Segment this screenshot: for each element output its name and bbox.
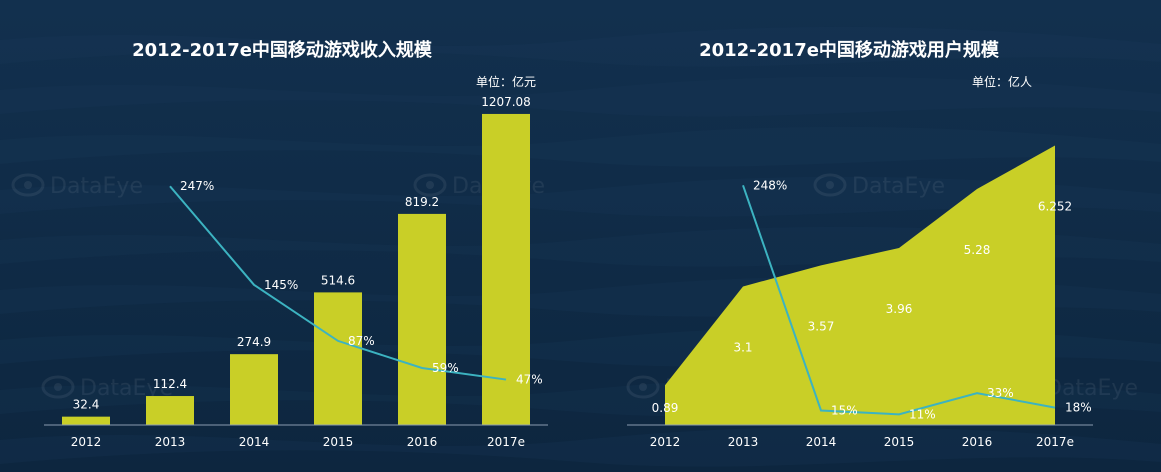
revenue-value-label: 1207.08 <box>481 95 531 109</box>
users-growth-label: 248% <box>753 178 787 192</box>
revenue-value-label: 32.4 <box>73 398 100 412</box>
users-value-label: 5.28 <box>964 243 991 257</box>
users-chart: 2012-2017e中国移动游戏用户规模 单位：亿人 2012 2013 2014 2… <box>627 39 1093 449</box>
revenue-bar-2014 <box>230 354 278 425</box>
users-value-label: 3.96 <box>886 302 913 316</box>
revenue-growth-label: 247% <box>180 179 214 193</box>
watermark-text: DataEye <box>1045 376 1138 401</box>
users-growth-label: 15% <box>831 404 858 418</box>
revenue-x-tick: 2016 <box>407 435 438 449</box>
users-x-tick: 2017e <box>1036 435 1074 449</box>
revenue-x-tick: 2014 <box>239 435 270 449</box>
users-value-labels: 0.89 3.1 3.57 3.96 5.28 6.252 <box>652 145 1072 415</box>
revenue-unit-label: 单位：亿元 <box>476 74 536 89</box>
revenue-x-ticks: 2012 2013 2014 2015 2016 2017e <box>71 435 525 449</box>
watermark-eye-icon <box>41 375 75 399</box>
revenue-bar-2013 <box>146 396 194 425</box>
users-growth-line <box>742 184 1056 416</box>
watermark-eye-icon <box>413 173 447 197</box>
wave-band <box>0 126 1161 167</box>
revenue-bars <box>62 113 530 426</box>
revenue-x-tick: 2017e <box>487 435 525 449</box>
users-growth-label: 33% <box>987 386 1014 400</box>
watermark-eye-icon <box>11 173 45 197</box>
revenue-growth-label: 59% <box>432 361 459 375</box>
watermark-pupil-icon <box>639 383 647 391</box>
wave-band <box>0 176 1161 217</box>
users-value-label: 0.89 <box>652 401 679 415</box>
watermark-pupil-icon <box>24 181 32 189</box>
revenue-x-tick: 2015 <box>323 435 354 449</box>
watermark-text: DataEye <box>852 174 945 199</box>
revenue-bar-2016 <box>398 213 446 425</box>
revenue-growth-label: 47% <box>516 373 543 387</box>
users-chart-title: 2012-2017e中国移动游戏用户规模 <box>699 39 1000 61</box>
users-x-tick: 2014 <box>806 435 837 449</box>
watermark: DataEye <box>813 173 945 199</box>
users-x-tick: 2015 <box>884 435 915 449</box>
users-unit-label: 单位：亿人 <box>972 74 1032 89</box>
users-x-tick: 2012 <box>650 435 681 449</box>
users-x-ticks: 2012 2013 2014 2015 2016 2017e <box>650 435 1074 449</box>
users-value-label: 6.252 <box>1038 200 1072 214</box>
revenue-x-tick: 2013 <box>155 435 186 449</box>
watermark-eye-icon <box>626 375 660 399</box>
revenue-x-tick: 2012 <box>71 435 102 449</box>
watermark: DataEye <box>11 173 143 199</box>
revenue-chart-title: 2012-2017e中国移动游戏收入规模 <box>132 39 433 61</box>
users-x-tick: 2013 <box>728 435 759 449</box>
revenue-growth-line <box>169 185 507 381</box>
revenue-bar-2015 <box>314 292 362 425</box>
users-area <box>665 145 1055 425</box>
revenue-bar-2017e <box>482 113 530 426</box>
watermark-pupil-icon <box>426 181 434 189</box>
revenue-growth-label: 145% <box>264 278 298 292</box>
users-growth-labels: 248% 15% 11% 33% 18% <box>753 178 1092 421</box>
revenue-value-label: 514.6 <box>321 273 355 287</box>
users-growth-label: 11% <box>909 407 936 421</box>
revenue-bar-2012 <box>62 416 110 425</box>
wave-band <box>0 76 1161 117</box>
watermark-pupil-icon <box>54 383 62 391</box>
watermark-text: DataEye <box>50 174 143 199</box>
revenue-value-label: 819.2 <box>405 195 439 209</box>
revenue-chart: 2012-2017e中国移动游戏收入规模 单位：亿元 2012 2013 2014 2… <box>44 39 548 449</box>
revenue-growth-labels: 247% 145% 87% 59% 47% <box>180 179 543 386</box>
revenue-value-label: 274.9 <box>237 335 271 349</box>
users-x-tick: 2016 <box>962 435 993 449</box>
wave-band <box>0 26 1161 67</box>
revenue-value-label: 112.4 <box>153 377 187 391</box>
users-value-label: 3.1 <box>733 340 752 354</box>
revenue-growth-label: 87% <box>348 334 375 348</box>
users-value-label: 3.57 <box>808 319 835 333</box>
wave-band <box>0 426 1161 467</box>
watermark-pupil-icon <box>826 181 834 189</box>
revenue-value-labels: 32.4 112.4 274.9 514.6 819.2 1207.08 <box>73 95 531 412</box>
users-growth-label: 18% <box>1065 401 1092 415</box>
watermark-eye-icon <box>813 173 847 197</box>
